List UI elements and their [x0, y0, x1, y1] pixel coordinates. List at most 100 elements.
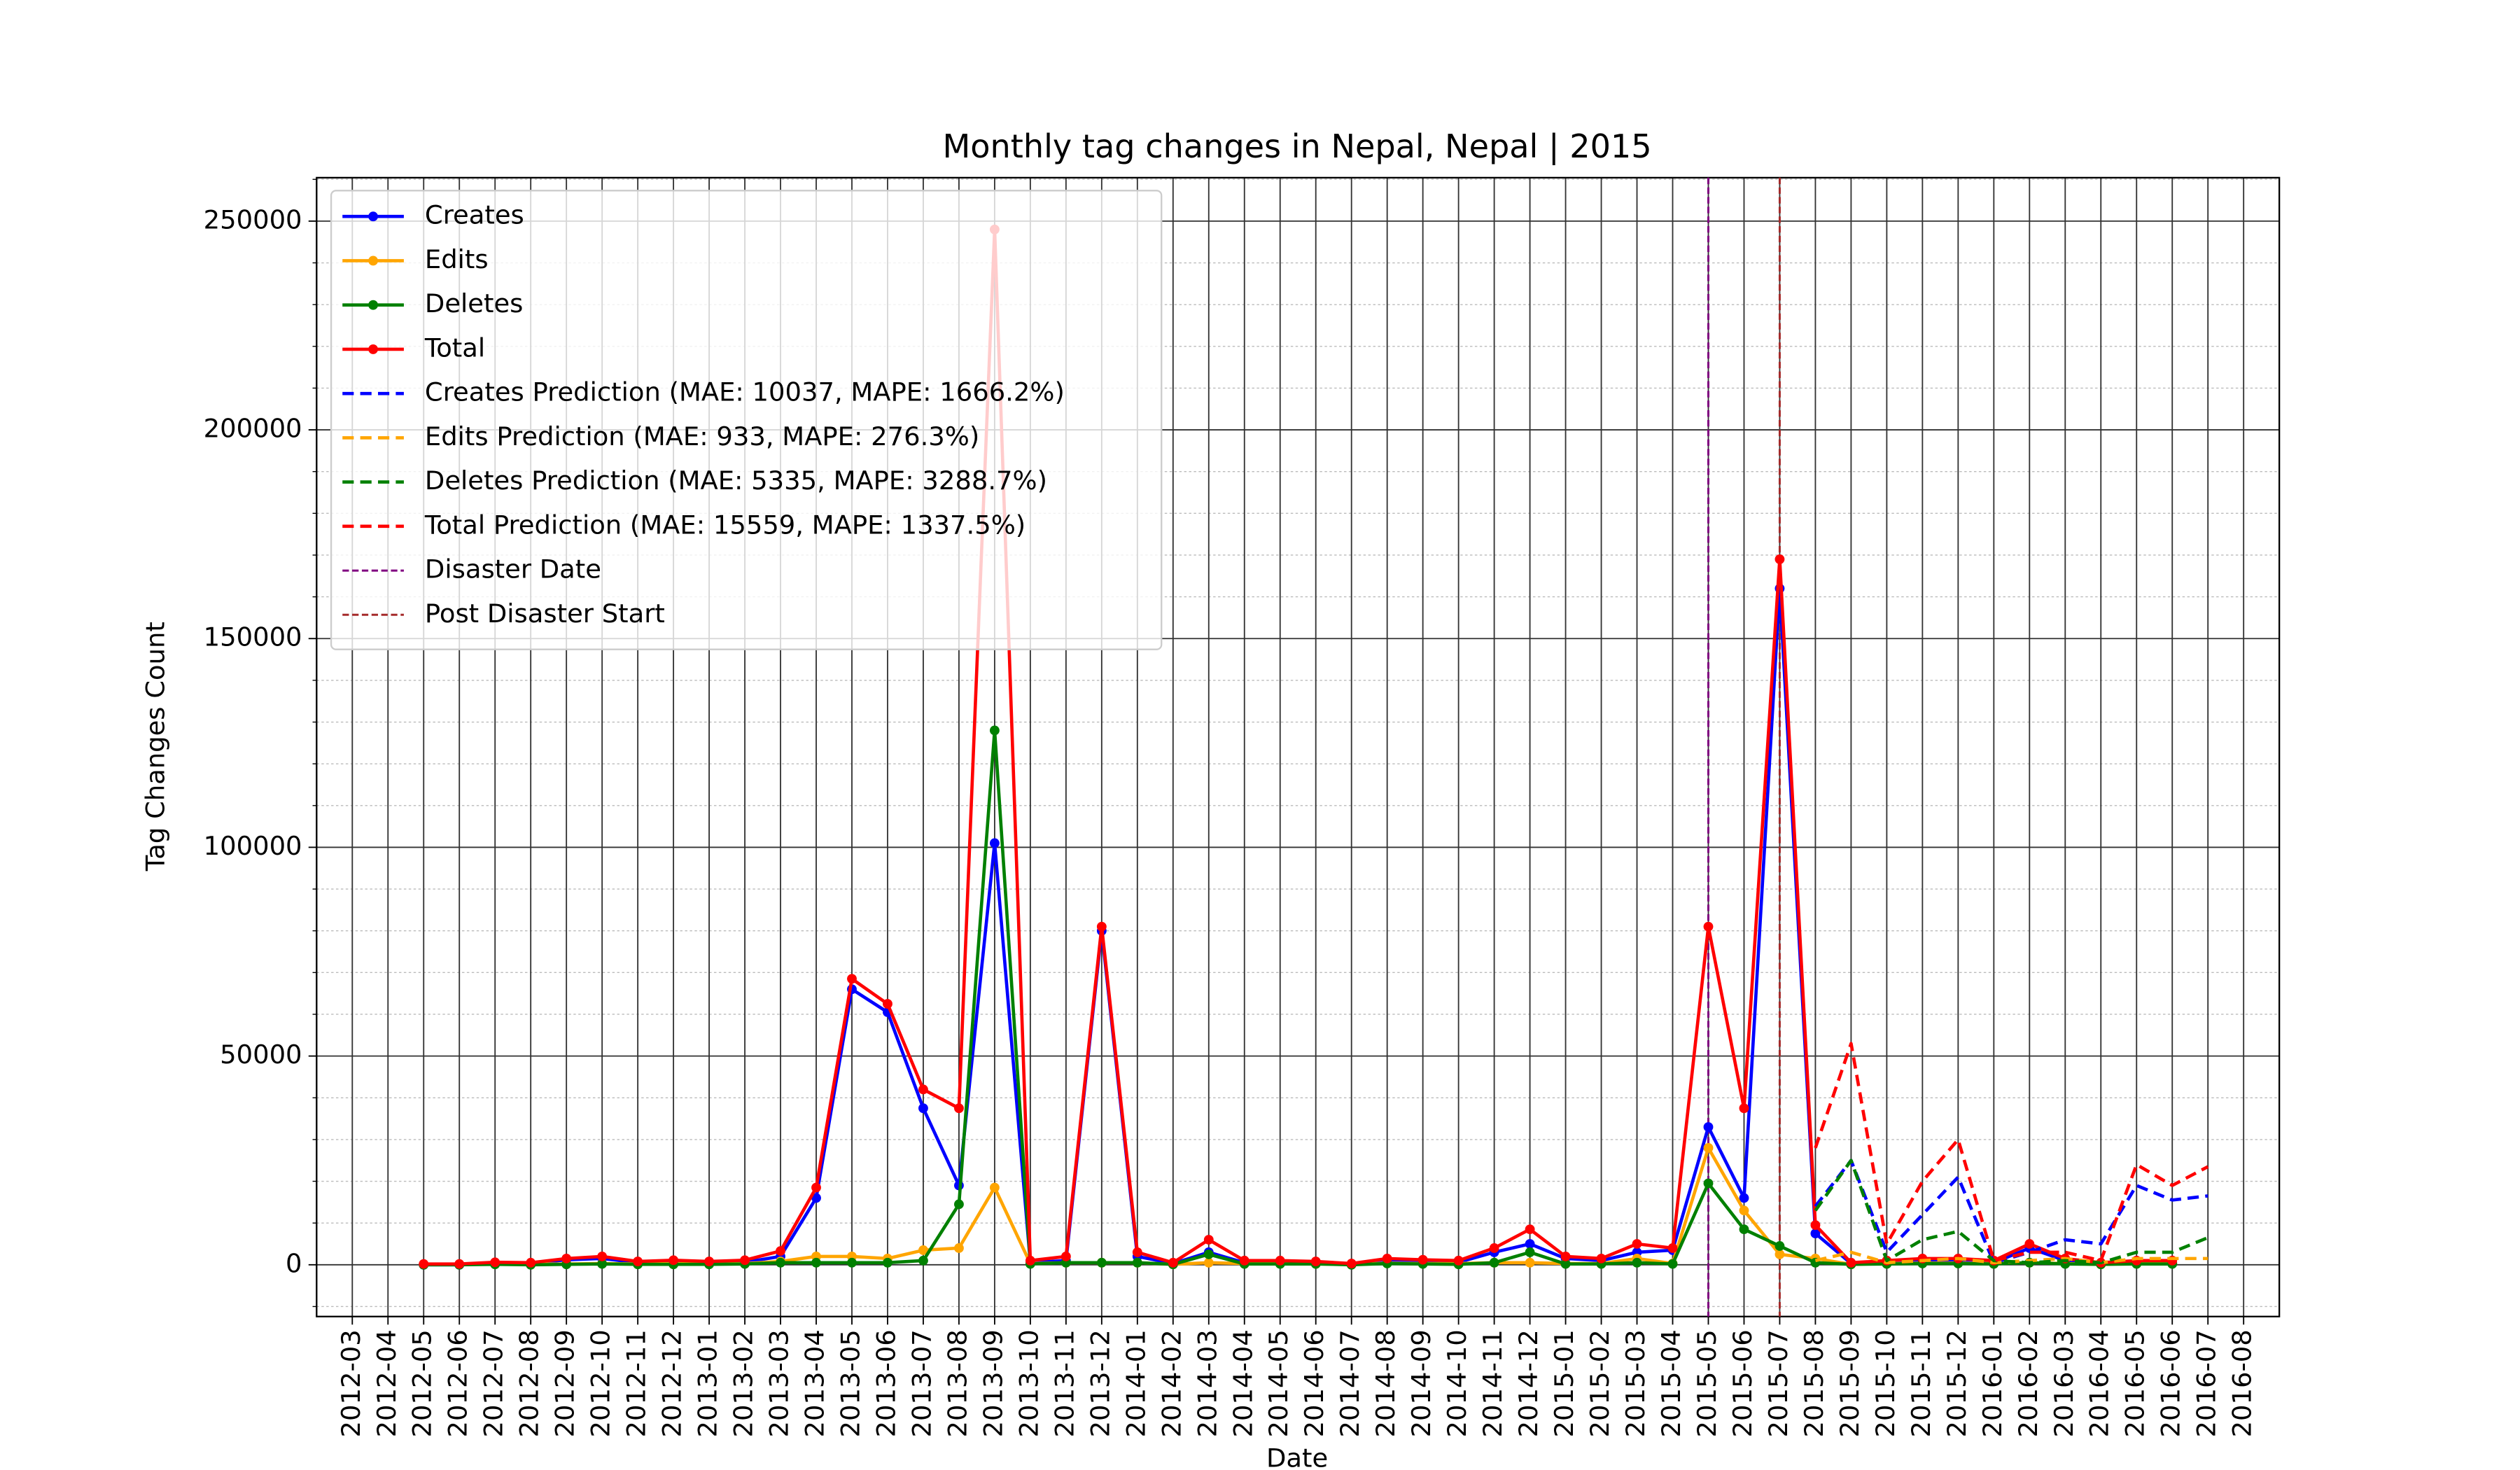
x-tick-label: 2013-07: [906, 1329, 937, 1437]
legend-box: [330, 190, 1163, 650]
data-point: [1275, 1255, 1285, 1266]
x-tick-label: 2015-09: [1835, 1329, 1865, 1437]
data-point: [989, 1182, 1000, 1193]
legend-label: Deletes Prediction (MAE: 5335, MAPE: 328…: [425, 465, 1047, 496]
data-point: [704, 1256, 714, 1266]
data-point: [526, 1257, 536, 1268]
data-point: [918, 1245, 928, 1255]
legend-label: Disaster Date: [425, 554, 601, 584]
data-point: [1489, 1257, 1499, 1268]
data-point: [1060, 1251, 1071, 1261]
data-point: [1632, 1239, 1642, 1249]
data-point: [1239, 1255, 1250, 1266]
x-tick-label: 2015-02: [1585, 1329, 1615, 1437]
x-tick-label: 2013-10: [1014, 1329, 1044, 1437]
data-point: [1310, 1256, 1321, 1266]
plot-frame: [316, 176, 2281, 1317]
x-tick-label: 2012-08: [514, 1329, 545, 1437]
data-point: [1203, 1235, 1214, 1245]
data-point: [633, 1256, 643, 1266]
legend-label: Total: [424, 332, 485, 363]
legend-label: Creates Prediction (MAE: 10037, MAPE: 16…: [425, 377, 1065, 407]
prediction-line: [1814, 1158, 2208, 1265]
legend-marker: [368, 211, 378, 222]
data-point: [918, 1084, 928, 1095]
x-tick-label: 2013-12: [1085, 1329, 1115, 1437]
data-point: [1489, 1243, 1499, 1253]
data-point: [1025, 1255, 1035, 1266]
x-tick-label: 2012-03: [336, 1329, 366, 1437]
series-line: [424, 587, 2173, 1267]
data-point: [1632, 1257, 1642, 1268]
data-point: [918, 1255, 928, 1266]
data-point: [1667, 1243, 1678, 1253]
x-tick-label: 2016-06: [2156, 1329, 2186, 1437]
data-point: [490, 1257, 500, 1268]
x-tick-label: 2015-10: [1870, 1329, 1900, 1437]
series-line: [424, 227, 2173, 1266]
x-tick-label: 2014-04: [1228, 1329, 1258, 1437]
series-line: [424, 729, 2173, 1267]
data-point: [1418, 1254, 1428, 1265]
prediction-line: [1814, 1158, 2209, 1265]
x-tick-label: 2013-02: [729, 1329, 759, 1437]
x-tick-label: 2014-05: [1264, 1329, 1294, 1437]
x-tick-label: 2012-05: [407, 1329, 438, 1437]
x-tick-label: 2015-11: [1906, 1329, 1936, 1437]
data-point: [883, 1257, 892, 1268]
x-tick-label: 2012-07: [479, 1329, 509, 1437]
data-point: [1703, 1122, 1714, 1132]
legend-label: Deletes: [425, 288, 524, 318]
x-tick-label: 2014-10: [1442, 1329, 1472, 1437]
x-tick-label: 2013-11: [1049, 1329, 1079, 1437]
x-tick-label: 2015-05: [1692, 1329, 1722, 1437]
data-point: [1596, 1253, 1606, 1264]
data-point: [1132, 1257, 1142, 1268]
x-tick-label: 2016-07: [2192, 1329, 2222, 1437]
x-tick-label: 2016-08: [2227, 1329, 2258, 1437]
data-point: [1453, 1255, 1464, 1266]
data-point: [740, 1255, 750, 1266]
x-tick-label: 2015-01: [1549, 1329, 1579, 1437]
x-tick-label: 2015-08: [1799, 1329, 1829, 1437]
x-tick-label: 2012-04: [372, 1329, 402, 1437]
data-point: [847, 974, 857, 984]
x-tick-label: 2012-06: [443, 1329, 473, 1437]
data-point: [811, 1257, 821, 1268]
x-tick-label: 2016-03: [2049, 1329, 2079, 1437]
data-point: [989, 725, 1000, 736]
x-tick-label: 2015-04: [1656, 1329, 1686, 1437]
data-point: [1096, 1257, 1107, 1268]
x-tick-label: 2014-09: [1406, 1329, 1436, 1437]
x-tick-label: 2013-06: [871, 1329, 901, 1437]
data-point: [2024, 1239, 2035, 1249]
x-tick-label: 2016-02: [2013, 1329, 2043, 1437]
legend-marker: [368, 344, 378, 354]
x-tick-label: 2015-12: [1942, 1329, 1972, 1437]
data-point: [954, 1243, 964, 1253]
legend-label: Post Disaster Start: [425, 598, 665, 629]
data-point: [918, 1103, 928, 1114]
x-tick-label: 2015-07: [1763, 1329, 1793, 1437]
data-point: [454, 1259, 465, 1269]
x-tick-label: 2016-05: [2120, 1329, 2150, 1437]
data-point: [1846, 1257, 1856, 1268]
data-point: [1560, 1259, 1571, 1269]
x-tick-label: 2014-07: [1335, 1329, 1365, 1437]
chart-title: Monthly tag changes in Nepal, Nepal | 20…: [942, 127, 1651, 166]
data-point: [1667, 1259, 1678, 1269]
legend-label: Edits: [425, 244, 489, 274]
y-tick-label: 250000: [204, 204, 302, 234]
x-tick-label: 2014-08: [1371, 1329, 1401, 1437]
x-tick-label: 2013-04: [800, 1329, 830, 1437]
data-point: [811, 1182, 821, 1193]
data-point: [883, 999, 892, 1009]
data-point: [1525, 1247, 1535, 1257]
data-point: [1525, 1224, 1535, 1235]
data-point: [1203, 1249, 1214, 1259]
data-point: [1560, 1251, 1571, 1261]
legend-label: Edits Prediction (MAE: 933, MAPE: 276.3%…: [425, 421, 979, 451]
x-tick-label: 2015-03: [1620, 1329, 1651, 1437]
